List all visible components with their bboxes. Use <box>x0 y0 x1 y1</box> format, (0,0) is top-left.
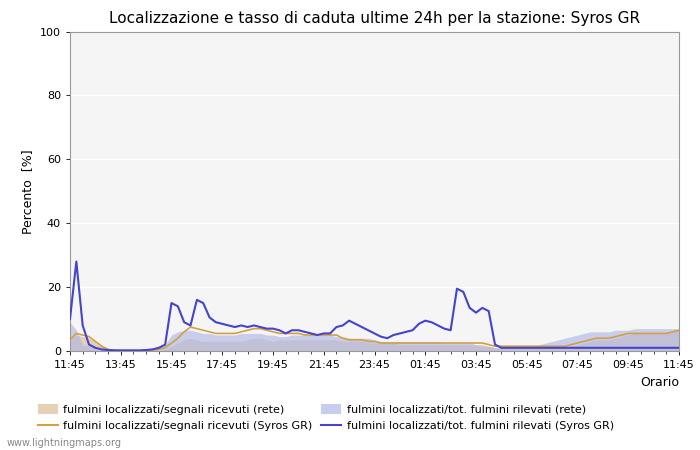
Title: Localizzazione e tasso di caduta ultime 24h per la stazione: Syros GR: Localizzazione e tasso di caduta ultime … <box>109 11 640 26</box>
Y-axis label: Percento  [%]: Percento [%] <box>22 149 34 234</box>
X-axis label: Orario: Orario <box>640 376 679 389</box>
Legend: fulmini localizzati/segnali ricevuti (rete), fulmini localizzati/segnali ricevut: fulmini localizzati/segnali ricevuti (re… <box>38 405 614 431</box>
Text: www.lightningmaps.org: www.lightningmaps.org <box>7 438 122 448</box>
